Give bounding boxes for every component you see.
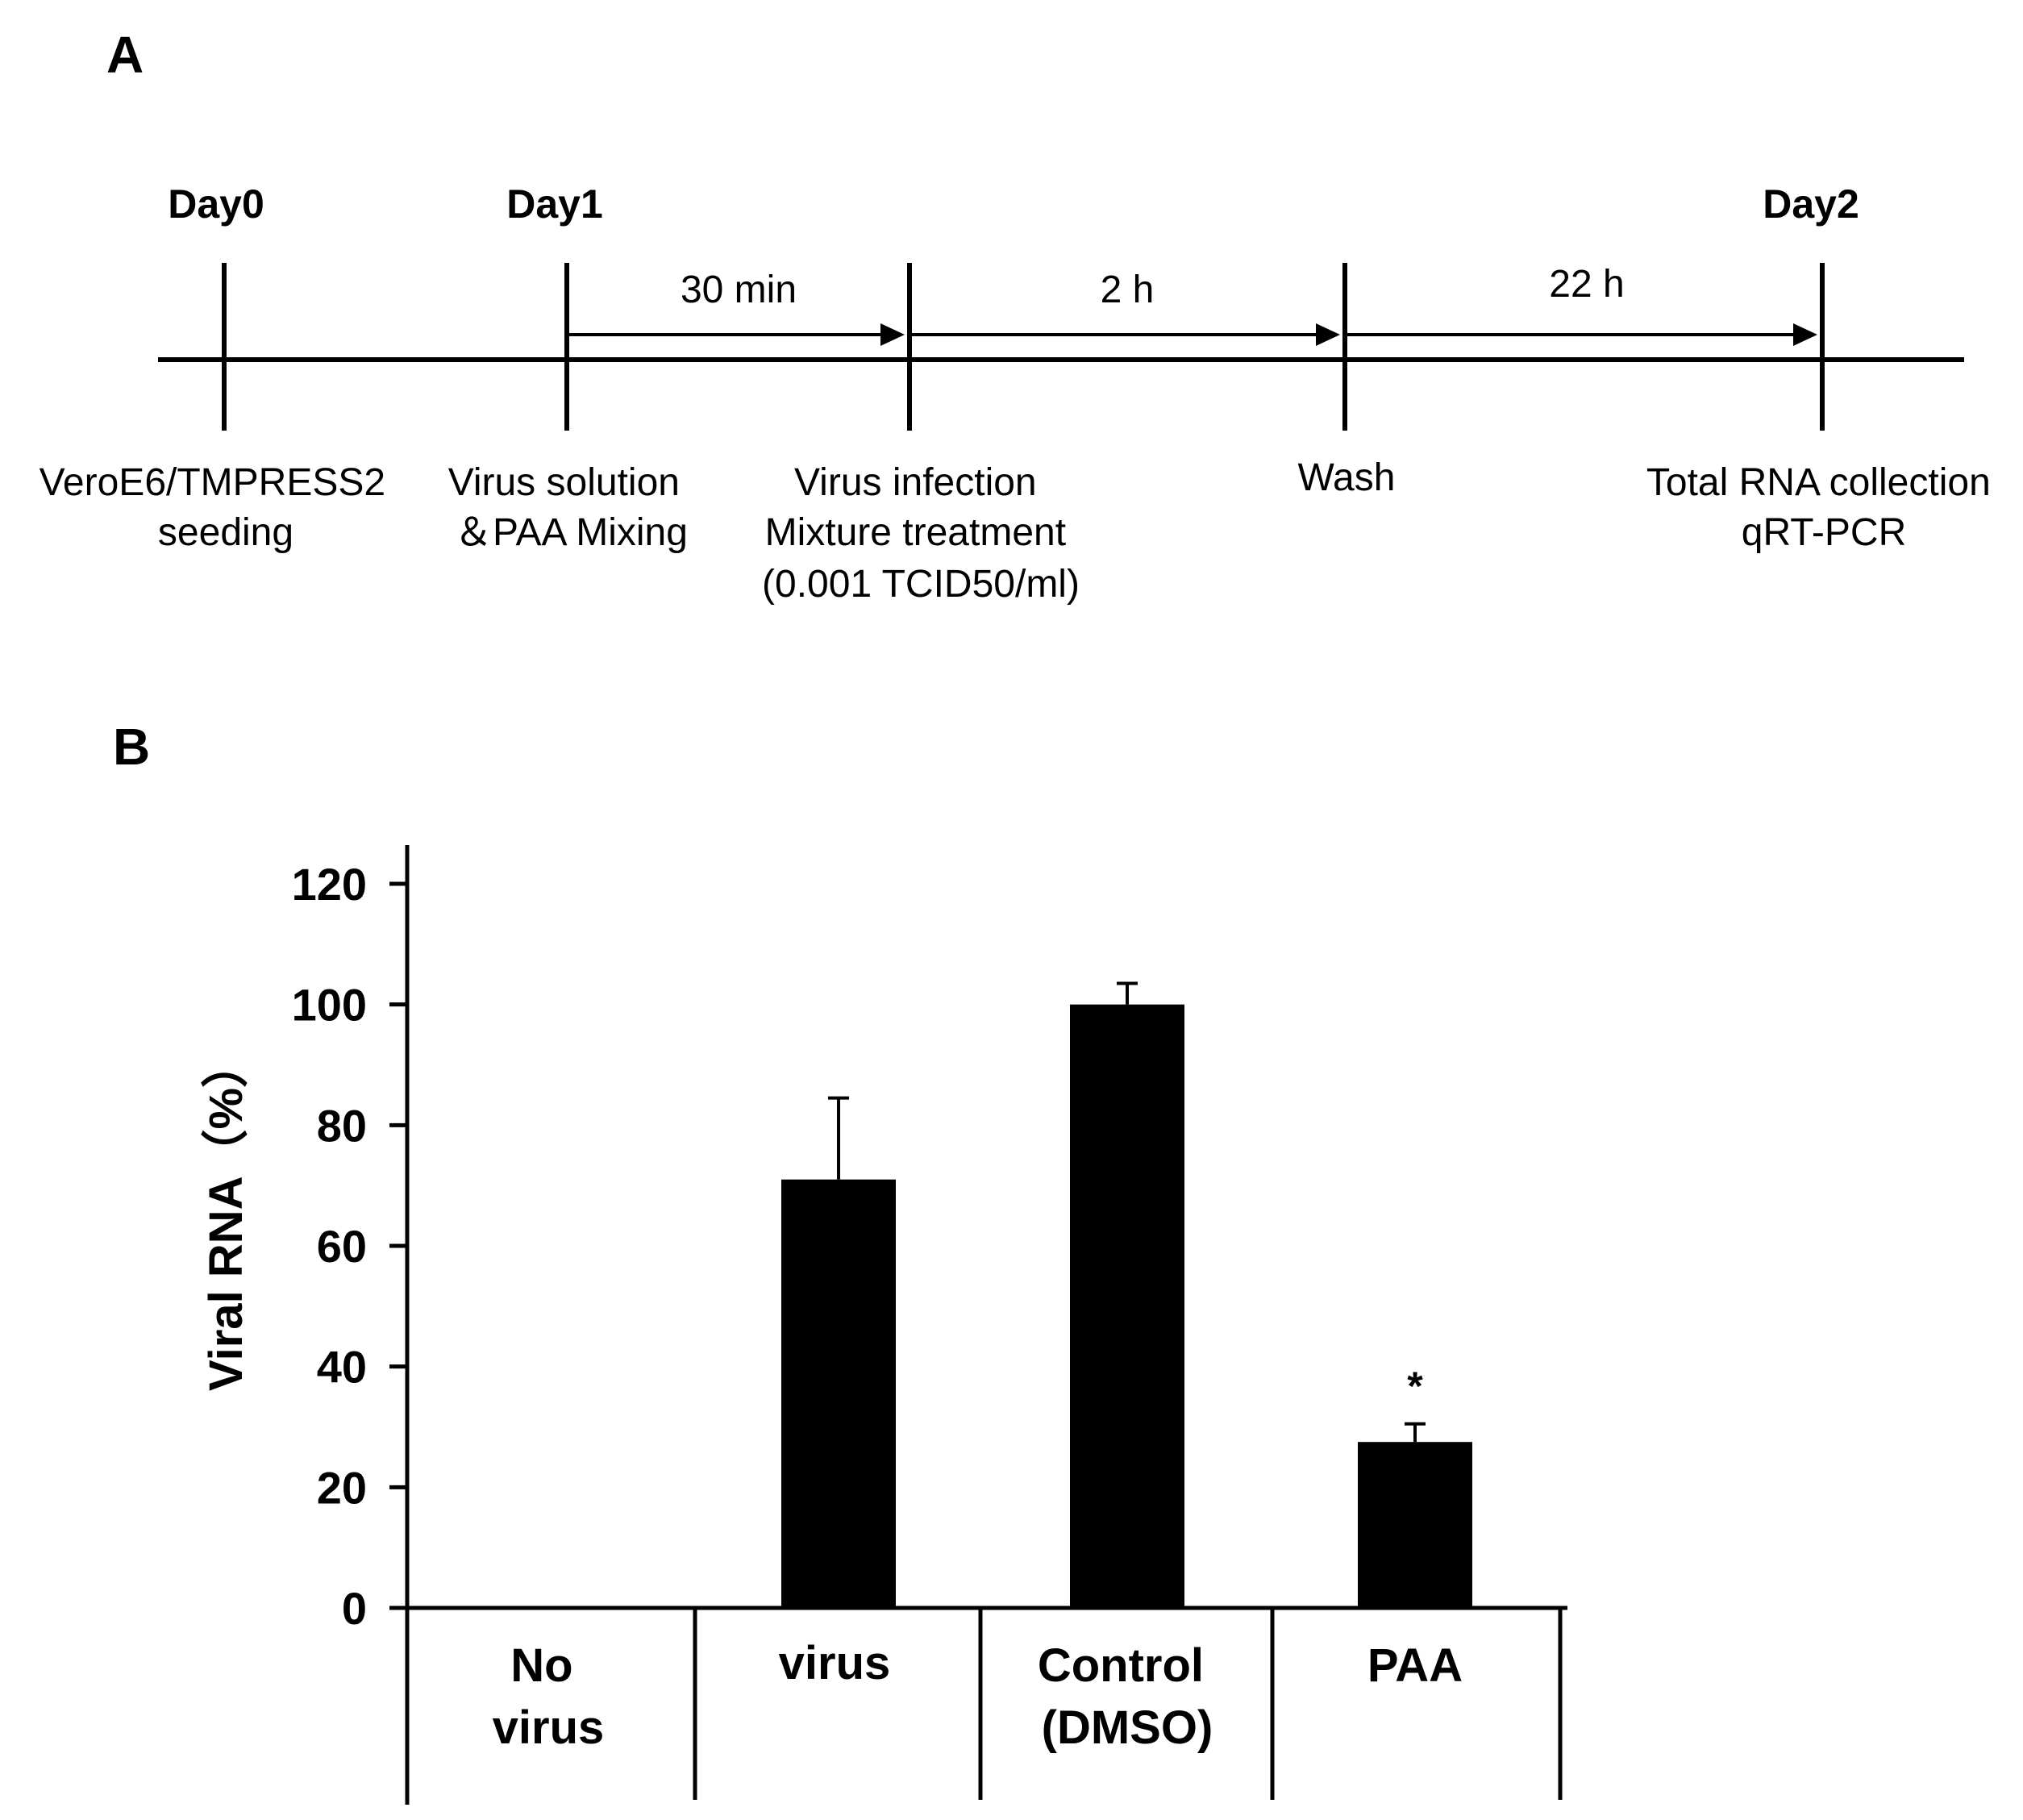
panel-a-label: A xyxy=(106,26,144,84)
bars: * xyxy=(781,981,1472,1608)
y-tick-label-100: 100 xyxy=(292,980,367,1031)
event-infection-line-1: Virus infection xyxy=(794,461,1037,504)
event-label-infection: Virus infection Mixture treatment (0.001… xyxy=(762,461,1080,606)
category-label-control: Control (DMSO) xyxy=(1038,1639,1217,1754)
bar-2 xyxy=(1070,1004,1184,1608)
significance-marker-3: * xyxy=(1407,1364,1423,1409)
category-control-line-2: (DMSO) xyxy=(1042,1701,1213,1754)
interval-label-2h: 2 h xyxy=(1101,269,1155,311)
event-label-seeding: VeroE6/TMPRESS2 seeding xyxy=(40,461,397,554)
y-tick-label-20: 20 xyxy=(317,1462,367,1513)
day2-label: Day2 xyxy=(1763,181,1859,227)
event-seeding-line-1: VeroE6/TMPRESS2 xyxy=(40,461,386,504)
day0-label: Day0 xyxy=(168,181,264,227)
category-paa-line-1: PAA xyxy=(1367,1639,1463,1692)
y-tick-label-60: 60 xyxy=(317,1221,367,1272)
y-axis-label: Viral RNA（%） xyxy=(200,1041,252,1391)
day1-label: Day1 xyxy=(506,181,603,227)
y-tick-label-120: 120 xyxy=(292,859,367,910)
event-rna-line-1: Total RNA collection xyxy=(1646,461,1991,504)
event-infection-line-3: (0.001 TCID50/ml) xyxy=(762,563,1080,606)
category-label-no-virus: No virus xyxy=(493,1639,605,1754)
event-rna-line-2: qRT-PCR xyxy=(1742,511,1907,554)
y-tick-label-0: 0 xyxy=(342,1583,367,1634)
event-mixing-line-1: Virus solution xyxy=(448,461,680,504)
y-tick-label-80: 80 xyxy=(317,1100,367,1151)
event-infection-line-2: Mixture treatment xyxy=(765,511,1066,554)
event-label-wash: Wash xyxy=(1298,456,1396,499)
category-control-line-1: Control xyxy=(1038,1639,1204,1692)
event-label-rna: Total RNA collection qRT-PCR xyxy=(1646,461,2001,554)
bar-3 xyxy=(1358,1442,1472,1608)
y-tick-label-40: 40 xyxy=(317,1342,367,1393)
event-wash-line-1: Wash xyxy=(1298,456,1396,499)
category-label-virus: virus xyxy=(779,1637,891,1689)
panel-b-label: B xyxy=(113,718,150,776)
category-label-paa: PAA xyxy=(1367,1639,1463,1692)
event-label-mixing: Virus solution ＆PAA Mixing xyxy=(448,461,691,554)
event-mixing-line-2: ＆PAA Mixing xyxy=(454,511,688,554)
bar-1 xyxy=(781,1179,896,1608)
category-no-virus-line-2: virus xyxy=(493,1701,605,1754)
arrowhead-2h xyxy=(1316,323,1340,346)
event-seeding-line-2: seeding xyxy=(158,511,293,554)
category-no-virus-line-1: No xyxy=(510,1639,572,1692)
arrowhead-30min xyxy=(880,323,905,346)
interval-label-30min: 30 min xyxy=(681,269,797,311)
category-virus-line-1: virus xyxy=(779,1637,891,1689)
y-ticks: 0 20 40 60 80 100 120 xyxy=(292,859,407,1634)
arrowhead-22h xyxy=(1793,323,1817,346)
interval-label-22h: 22 h xyxy=(1549,263,1624,306)
timeline: Day0 Day1 Day2 30 min 2 h 22 h VeroE6/TM… xyxy=(40,181,2001,606)
